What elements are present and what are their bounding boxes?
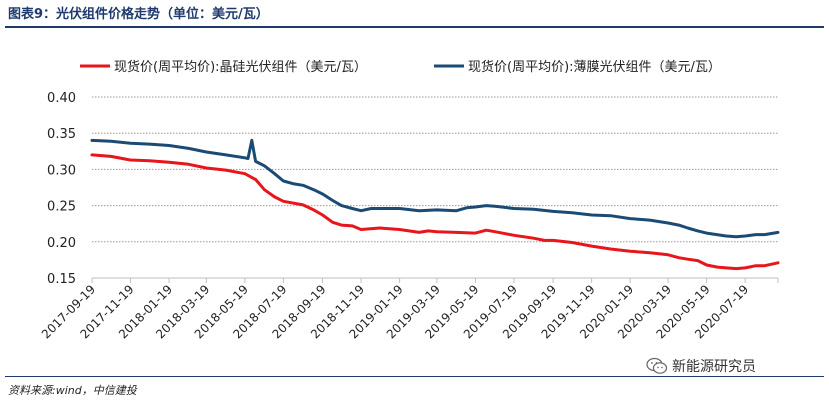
y-tick-label: 0.35	[47, 127, 76, 142]
legend-label: 现货价(周平均价):晶硅光伏组件（美元/瓦）	[114, 59, 367, 75]
y-tick-label: 0.30	[47, 163, 76, 178]
grid-lines	[92, 96, 778, 243]
x-axis: 2017-09-192017-11-192018-01-192018-03-19…	[39, 277, 779, 341]
legend: 现货价(周平均价):晶硅光伏组件（美元/瓦） 现货价(周平均价):薄膜光伏组件（美…	[80, 59, 721, 75]
source-note: 资料来源:wind，中信建投	[8, 384, 137, 397]
y-tick-label: 0.40	[47, 91, 76, 106]
y-tick-label: 0.15	[47, 272, 76, 287]
legend-label: 现货价(周平均价):薄膜光伏组件（美元/瓦）	[468, 59, 721, 75]
footer-rule	[5, 376, 824, 377]
watermark-text: 新能源研究员	[672, 359, 756, 375]
title-rule	[5, 26, 824, 28]
y-axis-ticks: 0.40 0.35 0.30 0.25 0.20 0.15	[47, 91, 76, 287]
series-lines	[90, 138, 780, 271]
watermark: 新能源研究员	[646, 356, 756, 376]
series-line-2	[90, 138, 780, 239]
y-tick-label: 0.25	[47, 200, 76, 215]
wechat-icon	[646, 357, 668, 374]
figure-title: 图表9：光伏组件价格走势（单位：美元/瓦）	[8, 7, 269, 22]
y-tick-label: 0.20	[47, 236, 76, 251]
series-line-1	[90, 153, 780, 271]
